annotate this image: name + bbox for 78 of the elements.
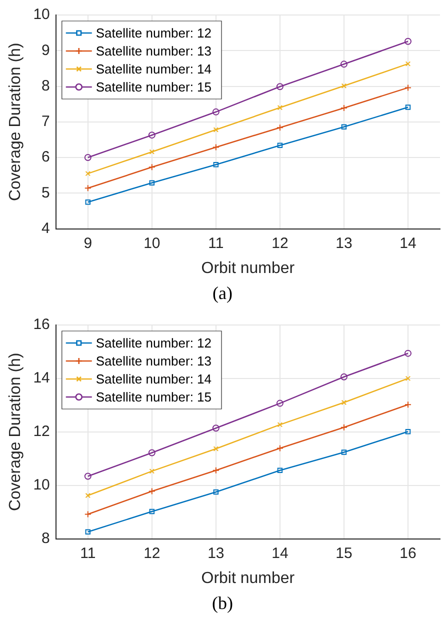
x-tick-label: 13: [208, 544, 224, 562]
point: [85, 529, 91, 534]
point: [340, 104, 348, 112]
point: [277, 142, 283, 148]
point: [341, 450, 347, 455]
legend-label: Satellite number: 13: [96, 354, 212, 369]
legend-label: Satellite number: 12: [96, 26, 212, 41]
point: [212, 466, 220, 474]
text: (a): [212, 283, 234, 304]
y-axis-title: Coverage Duration (h): [7, 352, 24, 512]
x-axis-title: Orbit number: [201, 260, 296, 277]
point: [404, 38, 412, 45]
point: [276, 444, 284, 452]
text: (b): [211, 593, 234, 614]
y-tick-label: 10: [33, 6, 50, 24]
legend-label: Satellite number: 12: [96, 336, 212, 351]
point: [213, 162, 219, 168]
y-axis-title: Coverage Duration (h): [7, 42, 24, 202]
point: [341, 83, 347, 89]
x-tick-label: 9: [84, 234, 92, 252]
x-tick-label: 11: [208, 234, 224, 252]
legend-label: Satellite number: 14: [96, 62, 212, 77]
point: [276, 83, 284, 90]
x-tick-label: 16: [400, 544, 416, 562]
x-tick-label: 12: [272, 234, 288, 252]
point: [277, 468, 283, 474]
point: [276, 400, 284, 407]
point: [149, 149, 155, 154]
point: [149, 180, 155, 186]
legend-label: Satellite number: 13: [96, 44, 212, 59]
x-tick-label: 14: [400, 234, 416, 252]
point: [341, 124, 347, 130]
point: [341, 400, 347, 406]
point: [405, 104, 411, 110]
y-tick-label: 6: [42, 148, 50, 166]
point: [148, 164, 156, 171]
x-tick-label: 13: [336, 234, 352, 252]
x-tick-label: 10: [144, 234, 160, 252]
point: [148, 488, 156, 495]
point: [212, 424, 220, 432]
point: [277, 422, 283, 428]
point: [212, 144, 220, 151]
y-tick-label: 9: [42, 42, 50, 59]
point: [213, 127, 219, 132]
point: [148, 132, 156, 139]
y-tick-label: 12: [33, 423, 50, 440]
point: [213, 489, 219, 495]
point: [340, 373, 348, 380]
x-axis-title: Orbit number: [201, 570, 296, 587]
point: [149, 508, 155, 514]
x-tick-label: 12: [144, 544, 160, 562]
point: [85, 199, 91, 205]
point: [340, 424, 348, 431]
point: [84, 472, 92, 480]
point: [148, 449, 156, 456]
legend-label: Satellite number: 15: [96, 390, 212, 405]
y-tick-label: 16: [33, 316, 50, 334]
y-tick-label: 8: [42, 530, 50, 547]
legend-label: Satellite number: 15: [96, 80, 212, 95]
point: [405, 429, 411, 434]
y-tick-label: 7: [42, 113, 50, 130]
y-tick-label: 8: [42, 77, 50, 94]
point: [84, 154, 92, 162]
point: [277, 105, 283, 110]
x-tick-label: 15: [336, 544, 352, 562]
point: [149, 468, 155, 474]
y-tick-label: 14: [33, 370, 50, 387]
y-tick-label: 10: [33, 476, 50, 494]
legend-label: Satellite number: 14: [96, 372, 212, 387]
y-tick-label: 4: [42, 220, 50, 237]
point: [404, 350, 412, 357]
x-tick-label: 11: [80, 544, 96, 562]
point: [340, 60, 348, 68]
point: [276, 124, 284, 132]
point: [212, 108, 220, 116]
y-tick-label: 5: [42, 184, 50, 202]
x-tick-label: 14: [272, 544, 288, 562]
point: [213, 446, 219, 452]
